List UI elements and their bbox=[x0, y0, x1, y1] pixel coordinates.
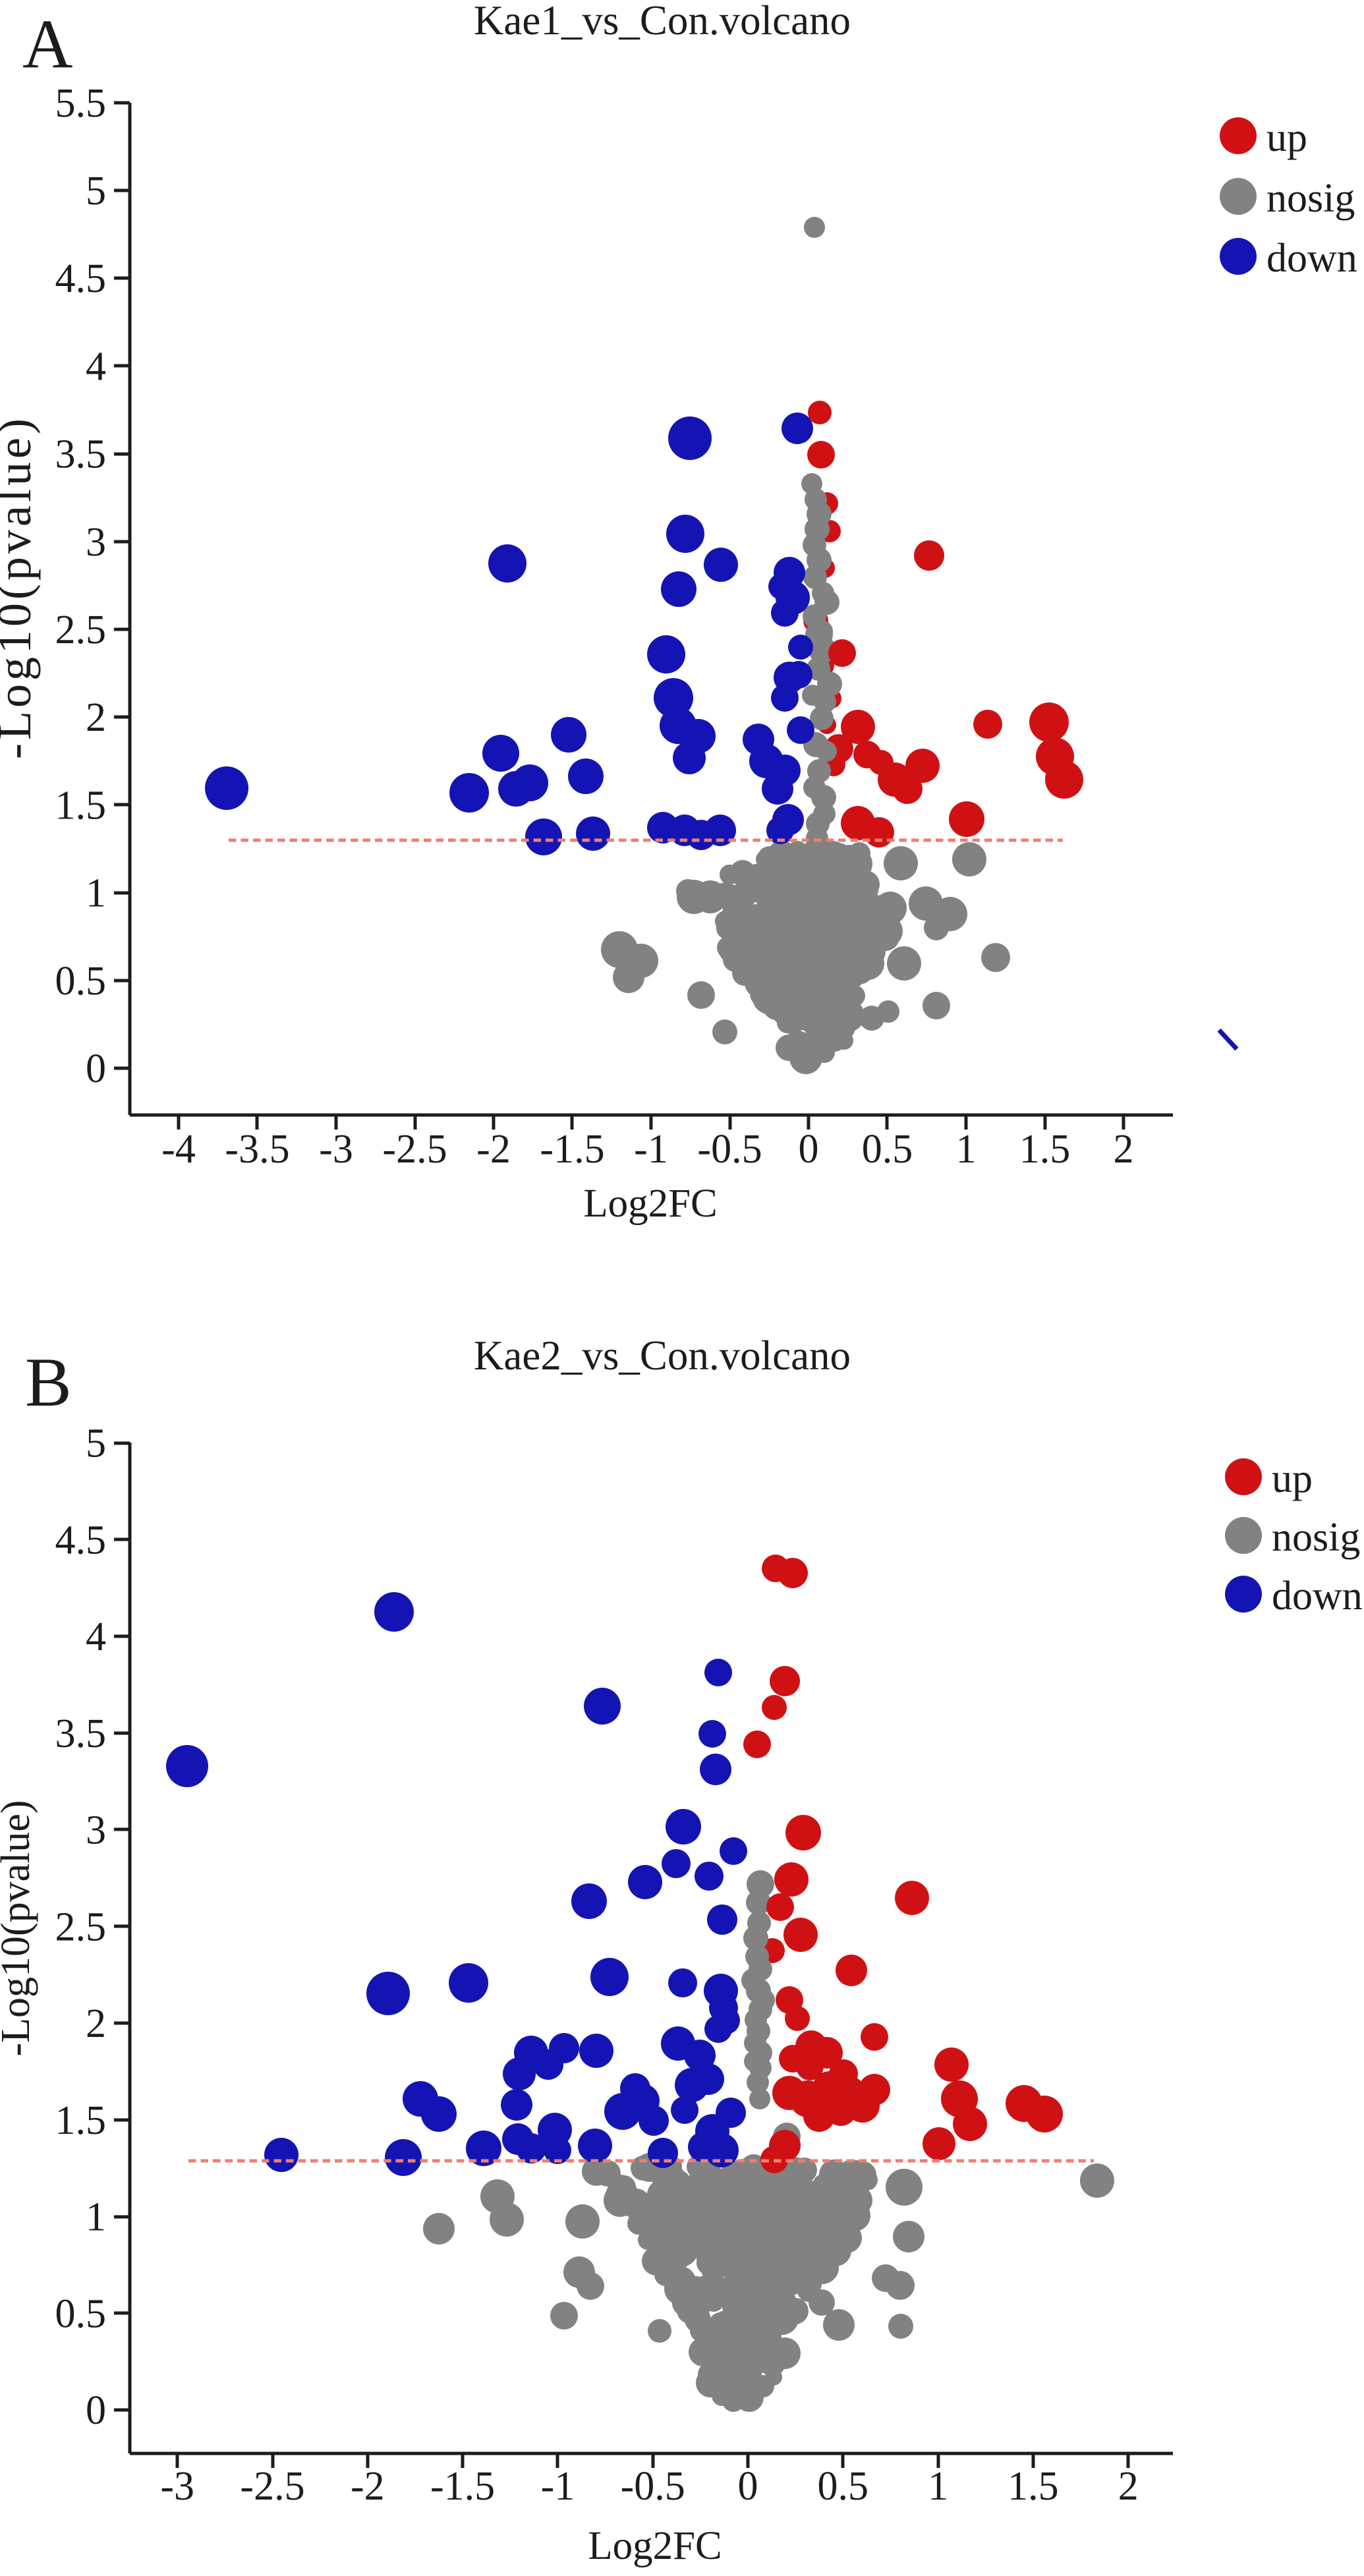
svg-text:Log2FC: Log2FC bbox=[588, 2524, 722, 2568]
svg-text:0: 0 bbox=[86, 1046, 106, 1091]
svg-text:-0.5: -0.5 bbox=[697, 1127, 762, 1172]
svg-text:-2: -2 bbox=[351, 2464, 385, 2509]
svg-text:0: 0 bbox=[738, 2464, 758, 2509]
svg-text:1: 1 bbox=[928, 2464, 948, 2509]
svg-text:-1.5: -1.5 bbox=[430, 2464, 495, 2509]
svg-text:4.5: 4.5 bbox=[55, 1518, 107, 1562]
svg-text:1: 1 bbox=[956, 1127, 977, 1172]
svg-text:2.5: 2.5 bbox=[55, 608, 107, 652]
svg-text:0: 0 bbox=[86, 2388, 106, 2433]
svg-text:4.5: 4.5 bbox=[55, 256, 107, 301]
svg-text:1.5: 1.5 bbox=[55, 2098, 107, 2143]
svg-text:5: 5 bbox=[86, 1421, 106, 1466]
svg-text:0: 0 bbox=[799, 1127, 819, 1172]
svg-text:2.5: 2.5 bbox=[55, 1904, 107, 1949]
svg-text:5: 5 bbox=[86, 169, 106, 214]
svg-text:A: A bbox=[22, 5, 73, 82]
svg-text:1.5: 1.5 bbox=[55, 783, 107, 828]
svg-text:2: 2 bbox=[86, 2001, 106, 2046]
svg-text:2: 2 bbox=[86, 695, 106, 740]
svg-text:0.5: 0.5 bbox=[818, 2464, 869, 2509]
svg-text:-3: -3 bbox=[319, 1127, 353, 1172]
svg-text:-0.5: -0.5 bbox=[621, 2464, 685, 2509]
svg-text:Kae1_vs_Con.volcano: Kae1_vs_Con.volcano bbox=[474, 0, 851, 43]
svg-text:nosig: nosig bbox=[1266, 176, 1355, 221]
svg-text:-3: -3 bbox=[160, 2464, 194, 2509]
svg-text:1: 1 bbox=[86, 2195, 106, 2240]
svg-text:1: 1 bbox=[86, 871, 106, 916]
svg-text:2: 2 bbox=[1114, 1127, 1134, 1172]
svg-text:-2: -2 bbox=[476, 1127, 511, 1172]
svg-text:nosig: nosig bbox=[1272, 1515, 1360, 1560]
svg-text:-1.5: -1.5 bbox=[540, 1127, 604, 1172]
svg-text:3: 3 bbox=[86, 1808, 106, 1853]
svg-text:Log2FC: Log2FC bbox=[583, 1182, 717, 1226]
svg-text:-2.5: -2.5 bbox=[240, 2464, 304, 2509]
svg-text:-3.5: -3.5 bbox=[225, 1127, 289, 1172]
svg-text:-4: -4 bbox=[161, 1127, 196, 1172]
svg-text:down: down bbox=[1272, 1574, 1363, 1618]
svg-text:0.5: 0.5 bbox=[55, 959, 107, 1004]
svg-text:-Log10(pvalue): -Log10(pvalue) bbox=[0, 1800, 38, 2056]
svg-text:1.5: 1.5 bbox=[1019, 1127, 1071, 1172]
svg-text:3.5: 3.5 bbox=[55, 1711, 107, 1756]
svg-text:up: up bbox=[1266, 115, 1307, 160]
svg-text:0.5: 0.5 bbox=[862, 1127, 913, 1172]
svg-text:0.5: 0.5 bbox=[55, 2291, 107, 2336]
svg-text:5.5: 5.5 bbox=[55, 81, 107, 126]
svg-text:3.5: 3.5 bbox=[55, 432, 107, 477]
svg-text:4: 4 bbox=[86, 344, 106, 389]
svg-text:up: up bbox=[1272, 1456, 1313, 1501]
svg-text:-1: -1 bbox=[634, 1127, 668, 1172]
svg-text:1.5: 1.5 bbox=[1008, 2464, 1059, 2509]
svg-text:-Log10(pvalue): -Log10(pvalue) bbox=[0, 415, 41, 759]
svg-text:-1: -1 bbox=[541, 2464, 575, 2509]
svg-text:B: B bbox=[25, 1344, 72, 1421]
svg-text:-2.5: -2.5 bbox=[382, 1127, 447, 1172]
svg-text:4: 4 bbox=[86, 1615, 106, 1659]
svg-text:3: 3 bbox=[86, 520, 106, 565]
svg-text:down: down bbox=[1266, 236, 1357, 281]
svg-text:Kae2_vs_Con.volcano: Kae2_vs_Con.volcano bbox=[474, 1332, 851, 1379]
svg-text:2: 2 bbox=[1118, 2464, 1139, 2509]
